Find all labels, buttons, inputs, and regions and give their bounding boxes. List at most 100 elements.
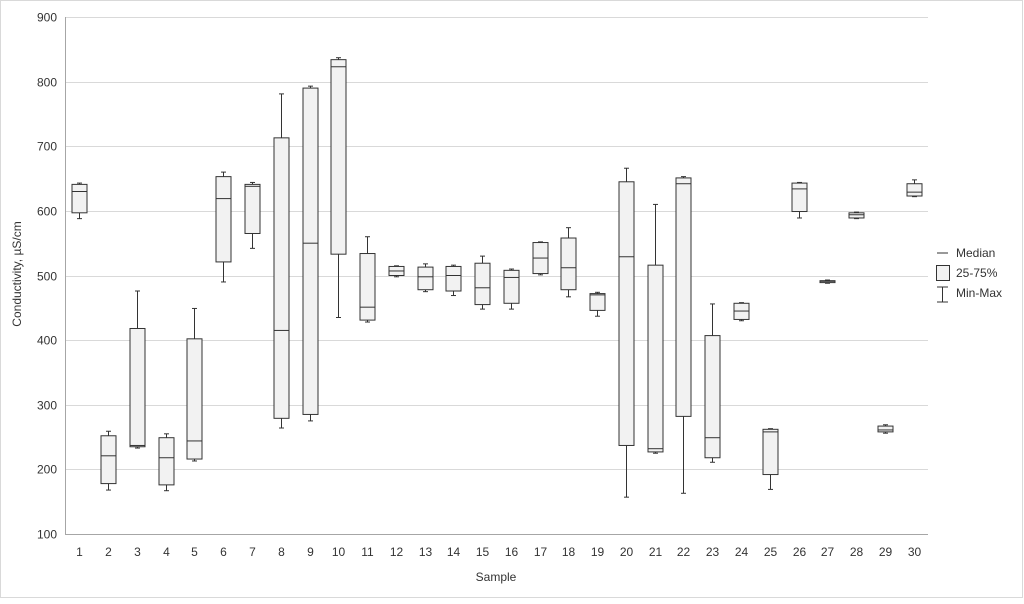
iqr-box-4 [158, 437, 175, 486]
x-tick-label-10: 10 [332, 545, 346, 559]
box-sample-11 [359, 236, 376, 323]
box-sample-14 [445, 264, 462, 297]
x-tick-label-3: 3 [134, 545, 141, 559]
box-sample-18 [560, 227, 577, 298]
iqr-box-29 [877, 425, 894, 433]
legend-iqr-swatch [936, 265, 950, 281]
x-tick-label-8: 8 [278, 545, 285, 559]
x-tick-label-30: 30 [908, 545, 922, 559]
iqr-box-20 [618, 181, 635, 446]
box-sample-4 [158, 433, 175, 492]
box-sample-16 [503, 268, 520, 310]
x-tick-label-15: 15 [476, 545, 490, 559]
y-axis: 100 200 300 400 500 600 700 800 900 [37, 11, 66, 542]
box-sample-6 [215, 171, 232, 283]
x-tick-label-20: 20 [620, 545, 634, 559]
iqr-box-19 [589, 293, 606, 311]
y-tick-label-200: 200 [37, 463, 57, 477]
iqr-box-6 [215, 176, 232, 263]
iqr-box-23 [704, 335, 721, 459]
y-tick-label-700: 700 [37, 140, 57, 154]
iqr-box-1 [71, 183, 88, 214]
iqr-box-28 [848, 212, 865, 219]
x-tick-label-12: 12 [390, 545, 404, 559]
x-axis-title: Sample [476, 570, 517, 584]
legend-minmax-label: Min-Max [956, 286, 1002, 300]
x-tick-label-19: 19 [591, 545, 605, 559]
x-tick-label-26: 26 [793, 545, 807, 559]
x-tick-label-7: 7 [249, 545, 256, 559]
x-tick-label-24: 24 [735, 545, 749, 559]
iqr-box-2 [100, 435, 117, 485]
x-tick-label-28: 28 [850, 545, 864, 559]
x-tick-label-5: 5 [191, 545, 198, 559]
x-tick-label-14: 14 [447, 545, 461, 559]
box-sample-28 [848, 211, 865, 220]
y-tick-label-500: 500 [37, 270, 57, 284]
x-tick-label-17: 17 [534, 545, 548, 559]
iqr-box-21 [647, 264, 664, 453]
y-tick-label-600: 600 [37, 205, 57, 219]
legend: Median 25-75% Min-Max [936, 246, 1002, 303]
iqr-box-11 [359, 253, 376, 321]
y-tick-label-800: 800 [37, 76, 57, 90]
box-sample-17 [532, 241, 549, 276]
box-sample-23 [704, 303, 721, 463]
iqr-box-30 [906, 183, 923, 197]
box-sample-9 [302, 85, 319, 422]
box-sample-19 [589, 291, 606, 317]
iqr-box-3 [129, 327, 146, 448]
x-tick-label-21: 21 [649, 545, 663, 559]
y-tick-label-100: 100 [37, 528, 57, 542]
box-sample-12 [388, 265, 405, 278]
iqr-box-7 [244, 183, 261, 234]
x-tick-label-9: 9 [307, 545, 314, 559]
x-tick-label-25: 25 [764, 545, 778, 559]
x-tick-label-6: 6 [220, 545, 227, 559]
box-sample-15 [474, 255, 491, 310]
box-sample-24 [733, 302, 750, 322]
iqr-box-5 [186, 338, 203, 460]
box-sample-13 [417, 263, 434, 293]
iqr-box-26 [791, 182, 808, 213]
iqr-box-9 [302, 87, 319, 415]
x-tick-label-13: 13 [419, 545, 433, 559]
iqr-box-10 [330, 59, 347, 255]
iqr-box-15 [474, 262, 491, 306]
x-tick-label-23: 23 [706, 545, 720, 559]
box-sample-27 [819, 279, 836, 284]
box-sample-30 [906, 179, 923, 198]
iqr-box-14 [445, 265, 462, 292]
x-tick-label-11: 11 [361, 545, 374, 559]
y-tick-label-400: 400 [37, 334, 57, 348]
box-sample-8 [273, 93, 290, 429]
box-sample-5 [186, 307, 203, 462]
boxes [71, 57, 923, 498]
box-sample-29 [877, 424, 894, 434]
box-sample-1 [71, 182, 88, 220]
x-tick-label-4: 4 [163, 545, 170, 559]
gridlines [65, 17, 928, 470]
x-tick-label-2: 2 [105, 545, 112, 559]
box-sample-21 [647, 203, 664, 454]
x-tick-label-16: 16 [505, 545, 519, 559]
iqr-box-8 [273, 137, 290, 419]
legend-iqr-label: 25-75% [956, 266, 998, 280]
box-sample-22 [675, 176, 692, 494]
box-sample-10 [330, 57, 347, 319]
x-tick-label-29: 29 [879, 545, 893, 559]
box-sample-7 [244, 181, 261, 249]
x-tick-label-22: 22 [677, 545, 691, 559]
y-tick-label-900: 900 [37, 11, 57, 25]
x-tick-label-1: 1 [76, 545, 83, 559]
x-axis: 1 2 3 4 5 6 7 8 9 10 11 12 13 14 15 16 17 18 19 20 21 22 23 24 2… [65, 534, 928, 559]
box-sample-20 [618, 167, 635, 498]
y-axis-title: Conductivity, µS/cm [10, 221, 24, 326]
box-sample-2 [100, 430, 117, 491]
box-sample-26 [791, 181, 808, 219]
x-tick-label-18: 18 [562, 545, 576, 559]
x-tick-label-27: 27 [821, 545, 835, 559]
legend-median-label: Median [956, 246, 995, 260]
